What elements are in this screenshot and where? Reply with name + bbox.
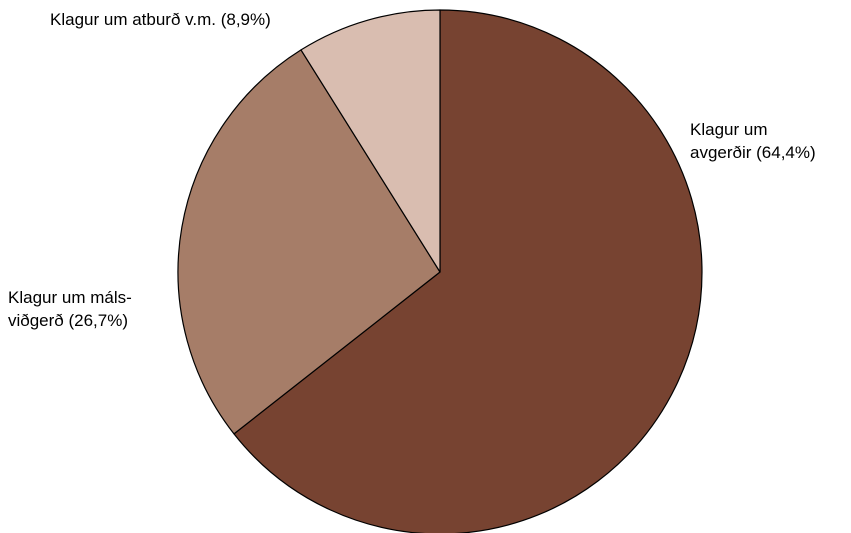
slice-label-atburd-line-1: Klagur um atburð v.m. (8,9%) (50, 10, 271, 29)
pie-slice-avgerdir (233, 9, 703, 533)
slice-label-malsvidgerd-line-2: viðgerð (26,7%) (8, 311, 129, 330)
pie-slice-malsvidgerd (177, 49, 441, 435)
slice-label-atburd: Klagur um atburð v.m. (8,9%) (50, 8, 271, 31)
pie-slices (177, 9, 703, 533)
slice-label-malsvidgerd: Klagur um máls- viðgerð (26,7%) (8, 286, 132, 332)
slice-label-avgerdir: Klagur um avgerðir (64,4%) (690, 118, 816, 164)
slice-label-avgerdir-line-1: Klagur um (690, 120, 768, 139)
slice-label-malsvidgerd-line-1: Klagur um máls- (8, 288, 132, 307)
pie-slice-atburd (300, 9, 441, 273)
slice-label-avgerdir-line-2: avgerðir (64,4%) (690, 143, 816, 162)
